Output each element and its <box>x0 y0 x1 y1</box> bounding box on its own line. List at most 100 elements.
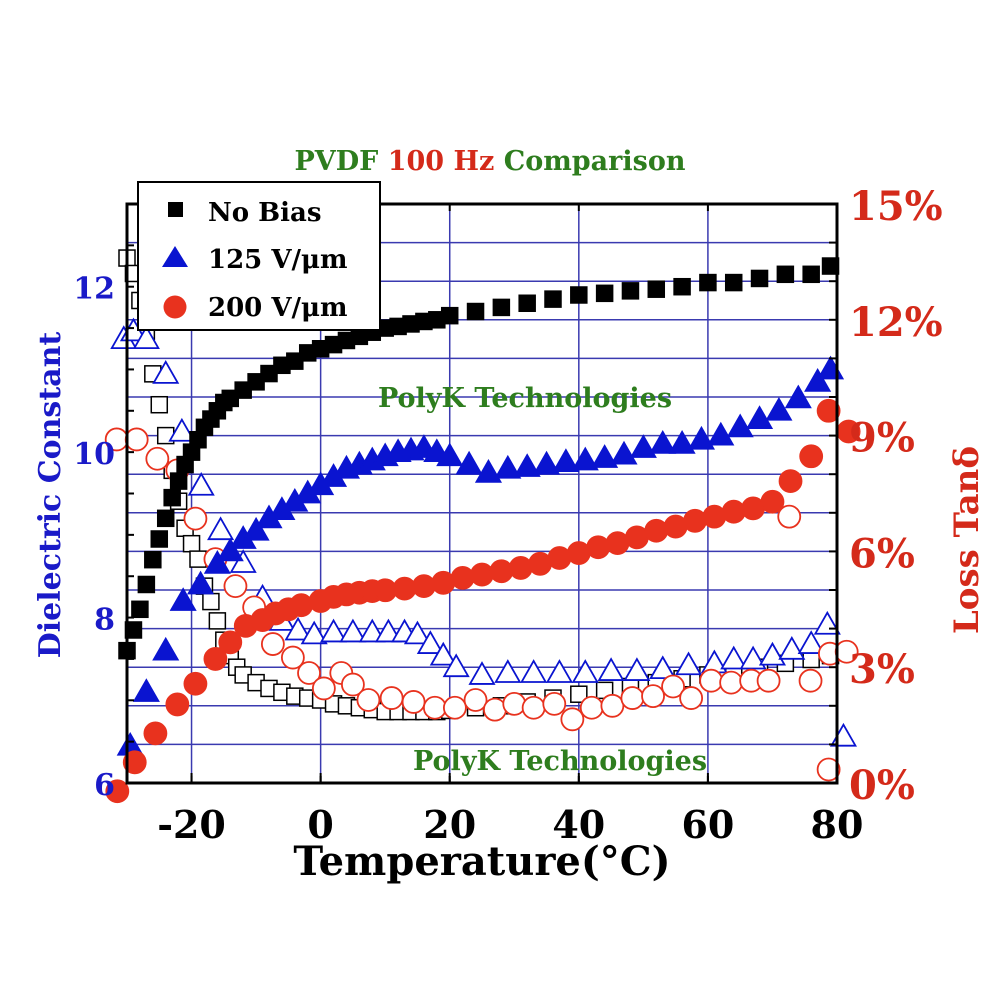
data-point-circle <box>165 692 190 717</box>
data-point-triangle <box>739 645 767 670</box>
data-point-circle <box>502 691 527 716</box>
data-point-triangle <box>649 430 677 454</box>
data-point-triangle <box>726 413 754 438</box>
data-point-circle <box>311 676 336 701</box>
data-point-triangle <box>778 636 806 660</box>
y-right-tick-label: 6% <box>849 530 915 577</box>
data-point-square <box>440 306 459 325</box>
data-point-square <box>724 273 743 292</box>
data-point-square <box>621 282 640 300</box>
title-part: Comparison <box>494 146 686 177</box>
data-point-circle <box>719 670 744 695</box>
data-point-triangle <box>216 537 244 562</box>
data-point-circle <box>777 504 802 529</box>
data-point-circle <box>412 574 436 599</box>
data-point-triangle <box>132 325 160 350</box>
series-200-v-m-left <box>105 398 861 804</box>
data-point-triangle <box>597 657 625 681</box>
data-point-triangle <box>552 448 580 472</box>
data-point-square <box>595 284 614 303</box>
watermark: PolyK Technologies <box>378 383 672 414</box>
data-point-circle <box>644 518 669 543</box>
x-tick-label: 0 <box>307 802 333 847</box>
data-point-triangle <box>187 471 215 496</box>
y-left-tick-label: 10 <box>73 437 115 472</box>
legend-marker-circle <box>163 295 187 319</box>
data-point-square <box>492 298 511 317</box>
data-point-triangle <box>520 659 548 683</box>
data-point-circle <box>560 707 585 732</box>
y-right-tick-label: 12% <box>849 299 943 346</box>
data-point-circle <box>470 562 494 587</box>
data-point-square <box>131 600 149 619</box>
data-point-triangle <box>687 425 716 450</box>
data-point-triangle <box>229 549 257 573</box>
data-point-circle <box>586 535 611 560</box>
x-tick-label: 60 <box>681 802 734 847</box>
data-point-circle <box>260 632 285 656</box>
data-point-circle <box>756 668 781 693</box>
data-point-triangle <box>284 616 312 641</box>
data-point-circle <box>392 576 417 601</box>
data-point-square <box>673 277 691 296</box>
data-point-triangle <box>720 645 748 670</box>
title-part: PVDF <box>294 146 387 177</box>
legend: No Bias 125 V/μm 200 V/μm <box>137 181 381 331</box>
data-point-triangle <box>816 355 845 380</box>
data-point-triangle <box>416 630 444 654</box>
data-point-triangle <box>300 620 328 645</box>
data-point-triangle <box>319 618 348 643</box>
data-point-circle <box>183 671 208 696</box>
data-point-circle <box>778 469 803 493</box>
data-point-triangle <box>649 655 677 680</box>
data-point-circle <box>442 695 467 720</box>
data-point-triangle <box>403 620 432 645</box>
y-right-tick-label: 3% <box>849 646 915 693</box>
data-point-circle <box>542 691 567 716</box>
data-point-circle <box>122 750 147 775</box>
data-point-triangle <box>455 450 483 475</box>
data-point-triangle <box>758 641 787 666</box>
data-point-circle <box>379 686 404 710</box>
data-point-square <box>202 592 220 611</box>
data-point-square <box>570 685 588 703</box>
data-point-circle <box>816 757 841 782</box>
data-point-triangle <box>623 657 651 681</box>
data-point-square <box>182 534 201 553</box>
data-point-square <box>776 265 795 284</box>
data-point-circle <box>547 546 572 570</box>
data-point-square <box>466 302 485 321</box>
data-point-triangle <box>571 659 599 683</box>
series-200-v-m-right <box>104 427 859 782</box>
data-point-circle <box>105 779 130 804</box>
data-point-square <box>750 269 769 288</box>
data-point-square <box>163 488 181 507</box>
data-point-triangle <box>429 641 457 666</box>
watermark: PolyK Technologies <box>413 746 707 777</box>
data-point-triangle <box>545 659 574 683</box>
data-point-triangle <box>629 434 657 458</box>
data-point-circle <box>401 690 426 714</box>
data-point-square <box>802 265 820 284</box>
data-point-square <box>570 286 588 304</box>
y-axis-right-label: Loss Tanδ <box>947 446 987 634</box>
data-point-triangle <box>187 570 215 595</box>
data-point-square <box>821 257 840 275</box>
data-point-circle <box>798 668 823 693</box>
data-point-square <box>156 509 175 528</box>
y-right-tick-label: 9% <box>849 415 915 462</box>
data-point-square <box>150 530 169 548</box>
data-marks <box>104 249 861 804</box>
y-axis-left-label: Dielectric Constant <box>33 332 68 659</box>
data-point-circle <box>218 630 243 655</box>
x-tick-label: 40 <box>552 802 605 847</box>
data-point-square <box>124 621 143 639</box>
data-point-square <box>647 280 666 298</box>
data-point-triangle <box>168 417 196 442</box>
legend-label: 125 V/μm <box>208 245 348 275</box>
y-left-tick-label: 8 <box>94 603 115 638</box>
title-part: 100 Hz <box>388 146 495 177</box>
data-point-triangle <box>474 459 503 483</box>
data-point-circle <box>341 672 365 697</box>
